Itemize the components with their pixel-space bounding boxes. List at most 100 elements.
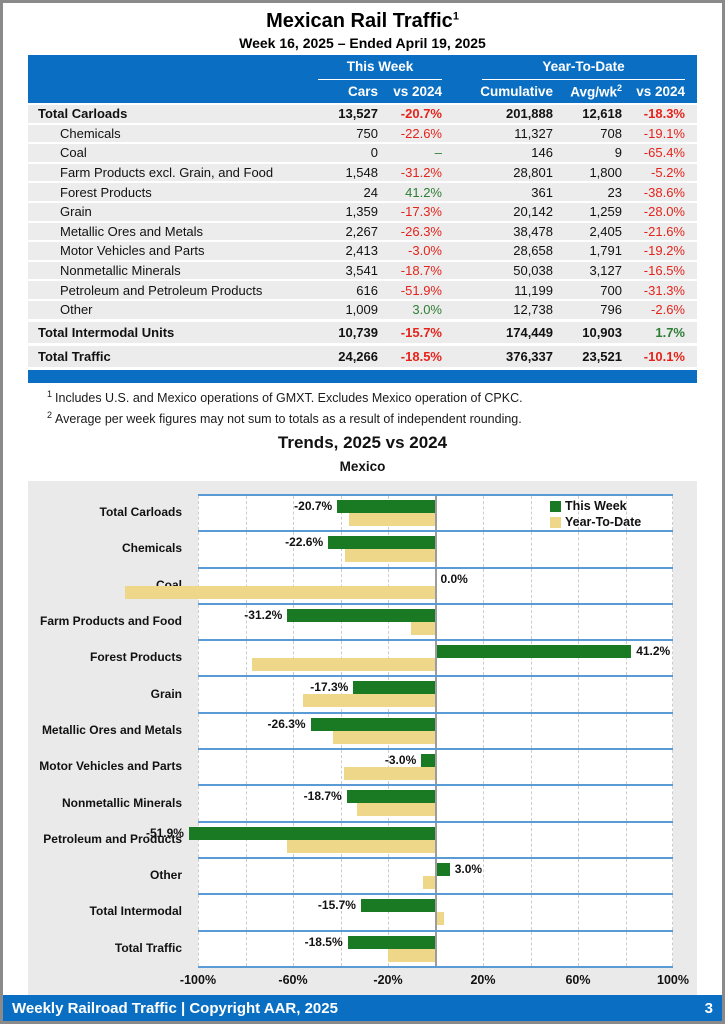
table-row: Other 1,009 3.0% 12,738 796 -2.6% xyxy=(28,300,697,319)
cars-value: 750 xyxy=(356,125,378,141)
gridline xyxy=(672,822,673,857)
gridline xyxy=(672,713,673,749)
row-label: Total Traffic xyxy=(38,348,111,364)
gridline xyxy=(530,532,532,567)
band-plot: -31.2% xyxy=(198,602,673,640)
category-label: Petroleum and Products xyxy=(43,831,182,846)
cumulative-value: 11,199 xyxy=(514,282,553,298)
cumulative-value: 174,449 xyxy=(506,324,553,340)
ytd-bar xyxy=(435,912,444,926)
tw-pct-value: 41.2% xyxy=(405,184,442,200)
gridline xyxy=(672,568,673,603)
footer-text: Weekly Railroad Traffic | Copyright AAR,… xyxy=(12,999,338,1017)
avgwk-value: 23 xyxy=(607,184,622,200)
cumulative-value: 11,327 xyxy=(514,125,553,141)
gridline xyxy=(245,750,247,785)
table-row: Metallic Ores and Metals 2,267 -26.3% 38,47… xyxy=(28,222,697,241)
x-tick-label: -100% xyxy=(179,973,217,987)
gridline xyxy=(625,713,627,749)
gridline xyxy=(672,496,673,531)
legend-item: Year-To-Date xyxy=(550,515,641,529)
cars-value: 2,267 xyxy=(345,223,378,239)
row-label: Coal xyxy=(60,145,87,161)
gridline xyxy=(483,858,484,894)
tw-pct-value: -17.3% xyxy=(400,204,442,220)
gridline xyxy=(625,858,627,894)
band-plot: -18.7% xyxy=(198,784,673,821)
row-label: Forest Products xyxy=(60,184,152,200)
tw-pct-value: -51.9% xyxy=(400,282,442,298)
gridline xyxy=(198,641,199,676)
chart-axis-line xyxy=(198,965,673,968)
tw-pct-value: -18.7% xyxy=(400,263,442,279)
tw-pct-value: -22.6% xyxy=(400,125,442,141)
ytd-pct-value: -31.3% xyxy=(643,282,685,298)
gridline xyxy=(483,496,484,531)
category-label: Grain xyxy=(150,686,182,701)
legend-label: This Week xyxy=(565,499,627,513)
table-row: Forest Products 24 41.2% 361 23 -38.6% xyxy=(28,183,697,201)
gridline xyxy=(625,641,627,676)
col-header-ytd-vs2024: vs 2024 xyxy=(636,84,685,99)
legend-item: This Week xyxy=(550,499,641,513)
cars-value: 24 xyxy=(363,184,378,200)
col-group-year-to-date: Year-To-Date xyxy=(482,59,685,80)
gridline xyxy=(198,931,199,966)
chart-band: Motor Vehicles and Parts -3.0% xyxy=(28,748,697,785)
band-plot: -15.7% xyxy=(198,893,673,930)
page-subtitle: Week 16, 2025 – Ended April 19, 2025 xyxy=(239,35,486,51)
table-row: Motor Vehicles and Parts 2,413 -3.0% 28,658… xyxy=(28,242,697,260)
chart-plot-area: Total Carloads -20.7% This Week Year-To-Dat… xyxy=(28,494,697,966)
bar-value-label: -3.0% xyxy=(384,753,417,768)
tw-pct-value: -20.7% xyxy=(400,106,442,122)
cars-value: 10,739 xyxy=(338,324,378,340)
gridline xyxy=(198,822,199,857)
gridline xyxy=(530,568,532,603)
band-plot: -51.9% xyxy=(146,820,673,857)
this-week-bar xyxy=(435,862,450,876)
chart-band: Other 3.0% xyxy=(28,856,697,894)
row-label: Petroleum and Petroleum Products xyxy=(60,282,263,298)
x-tick-label: 100% xyxy=(657,973,689,987)
gridline xyxy=(530,604,532,640)
gridline xyxy=(625,822,627,857)
gridline xyxy=(625,677,627,712)
gridline xyxy=(672,677,673,712)
gridline xyxy=(483,568,484,603)
trends-bar-chart: Total Carloads -20.7% This Week Year-To-Dat… xyxy=(28,481,697,995)
gridline xyxy=(340,496,342,531)
zero-line xyxy=(434,822,437,857)
chart-title: Trends, 2025 vs 2024 xyxy=(277,433,448,452)
band-plot: -17.3% xyxy=(198,675,673,712)
this-week-bar xyxy=(287,608,436,622)
x-tick-label: 60% xyxy=(565,973,591,987)
ytd-bar xyxy=(344,767,436,781)
category-label: Total Traffic xyxy=(114,940,182,955)
gridline xyxy=(578,677,579,712)
col-header-cars: Cars xyxy=(347,84,378,99)
category-label: Nonmetallic Minerals xyxy=(61,795,182,810)
tw-pct-value: -31.2% xyxy=(400,165,442,181)
bar-value-label: -26.3% xyxy=(267,716,306,731)
ytd-pct-value: -10.1% xyxy=(643,348,685,364)
tw-pct-value: -15.7% xyxy=(400,324,442,340)
zero-line xyxy=(434,750,437,785)
ytd-bar xyxy=(410,621,436,635)
gridline xyxy=(293,931,294,966)
gridline xyxy=(293,858,294,894)
gridline xyxy=(198,532,199,567)
chart-x-axis: -100% -60% -20% 20% 60% 100% xyxy=(28,968,697,995)
gridline xyxy=(625,750,627,785)
zero-line xyxy=(434,786,437,821)
legend-label: Year-To-Date xyxy=(565,515,642,529)
col-header-tw-vs2024: vs 2024 xyxy=(393,84,442,99)
gridline xyxy=(293,496,294,531)
tw-pct-value: -26.3% xyxy=(400,223,442,239)
chart-band: Farm Products and Food -31.2% xyxy=(28,602,697,640)
gridline xyxy=(578,895,579,930)
this-week-bar xyxy=(353,681,436,695)
zero-line xyxy=(434,858,437,894)
gridline xyxy=(530,496,532,531)
table-row: Farm Products excl. Grain, and Food 1,548… xyxy=(28,163,697,182)
gridline xyxy=(625,604,627,640)
